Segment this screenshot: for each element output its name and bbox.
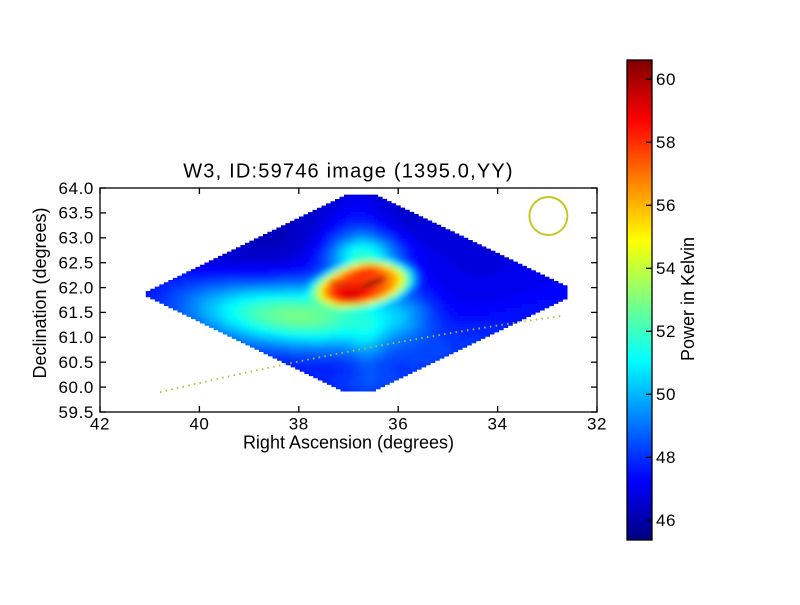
svg-text:52: 52 — [656, 322, 676, 341]
svg-text:62.0: 62.0 — [59, 278, 95, 297]
svg-text:W3, ID:59746 image (1395.0,YY): W3, ID:59746 image (1395.0,YY) — [183, 160, 514, 182]
svg-text:59.5: 59.5 — [59, 403, 95, 422]
svg-text:Right Ascension (degrees): Right Ascension (degrees) — [243, 433, 454, 453]
svg-text:60.5: 60.5 — [59, 353, 95, 372]
svg-text:54: 54 — [656, 259, 676, 278]
svg-text:Power in Kelvin: Power in Kelvin — [678, 237, 698, 361]
svg-text:40: 40 — [189, 415, 209, 434]
svg-text:63.0: 63.0 — [59, 229, 95, 248]
svg-text:42: 42 — [90, 415, 110, 434]
svg-text:32: 32 — [587, 415, 607, 434]
svg-text:56: 56 — [656, 196, 676, 215]
svg-text:63.5: 63.5 — [59, 204, 95, 223]
svg-text:60.0: 60.0 — [59, 378, 95, 397]
svg-text:38: 38 — [289, 415, 309, 434]
svg-text:62.5: 62.5 — [59, 254, 95, 273]
svg-text:61.0: 61.0 — [59, 328, 95, 347]
svg-text:34: 34 — [488, 415, 508, 434]
svg-text:Declination (degrees): Declination (degrees) — [30, 207, 50, 378]
svg-text:50: 50 — [656, 385, 676, 404]
svg-text:46: 46 — [656, 511, 676, 530]
svg-text:58: 58 — [656, 133, 676, 152]
svg-text:60: 60 — [656, 70, 676, 89]
svg-text:61.5: 61.5 — [59, 303, 95, 322]
svg-text:64.0: 64.0 — [59, 179, 95, 198]
svg-text:48: 48 — [656, 448, 676, 467]
svg-text:36: 36 — [388, 415, 408, 434]
